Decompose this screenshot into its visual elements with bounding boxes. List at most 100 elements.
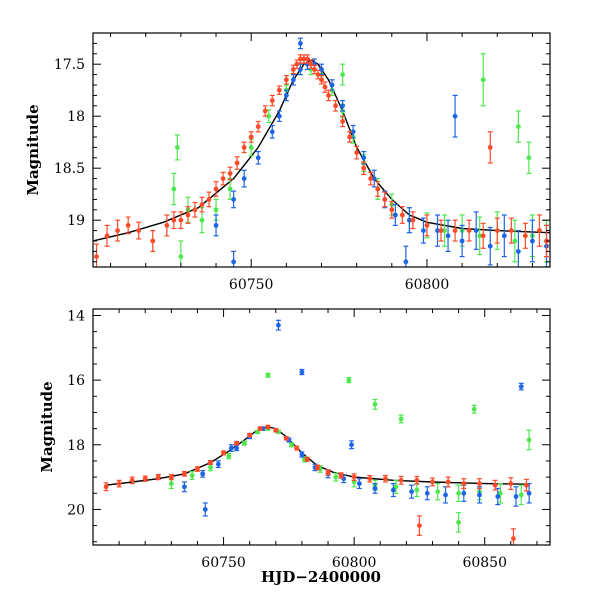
bottom-series-1-point [424,486,430,501]
bottom-ytick-label: 20 [67,502,85,518]
bottom-series-1-point [390,482,396,498]
top-series-1-point [445,219,451,252]
top-series-0-point [494,217,500,244]
bottom-series-2-point [414,482,420,498]
top-series-0-point [354,145,360,160]
top-series-0-point [227,166,233,181]
bottom-series-0-point [461,478,467,490]
bottom-series-0-point [168,473,174,481]
top-series-1-point [371,169,377,188]
bottom-series-2-point [435,482,441,501]
top-ytick-label: 17.5 [54,57,85,73]
top-series-0-point [382,191,388,208]
bottom-outlier-point [416,515,422,536]
bottom-series-2-point [288,442,294,448]
top-series-0-point [399,206,405,224]
bottom-outlier-point [510,528,516,545]
bottom-series-2-point [226,452,232,460]
top-series-0-point [311,64,317,75]
top-series-1-point [269,124,275,139]
top-outlier-point [487,131,493,164]
top-outlier-point [178,240,184,267]
top-series-1-point [420,217,426,244]
top-series-0-point [522,222,528,249]
bottom-series-0-point [265,424,271,430]
top-series-0-point [255,120,261,133]
bottom-series-0-point [492,479,498,491]
bottom-ytick-label: 18 [67,438,85,454]
top-outlier-point [403,245,409,267]
bottom-series-1-point [372,482,378,494]
bottom-series-2-point [393,479,399,494]
top-series-0-point [199,196,205,213]
bottom-xtick-label: 60800 [332,555,377,571]
top-series-1-point [406,207,412,234]
bottom-series-1-point [299,451,305,458]
bottom-series-2-point [208,463,214,472]
top-series-0-point [248,131,254,143]
top-series-0-point [333,99,339,112]
bottom-series-1-point [356,478,362,490]
top-series-0-point [361,161,367,176]
top-series-1-point [392,204,398,226]
bottom-series-1-point [181,481,187,493]
bottom-plot-area [103,319,532,545]
bottom-series-0-point [221,450,227,456]
top-series-2-point [477,216,483,256]
bottom-panel-frame [92,308,551,546]
bottom-series-1-point [215,460,221,469]
top-outlier-point [480,53,486,107]
top-series-0-point [347,131,353,143]
bottom-series-1-point [200,470,206,478]
top-series-1-point [276,110,282,123]
top-series-0-point [326,89,332,102]
bottom-series-2-point [189,471,195,480]
top-series-1-point [231,190,237,209]
top-series-0-point [164,214,170,237]
top-series-1-point [290,73,296,86]
top-series-0-point [206,191,212,208]
top-ytick-label: 18.5 [54,161,85,177]
bottom-ytick-label: 14 [67,308,85,324]
top-series-0-point [234,156,240,170]
top-series-1-point [213,214,219,237]
top-panel-ylabel: Magnitude [24,104,42,195]
bottom-series-0-point [367,474,373,483]
top-series-0-point [319,75,324,85]
bottom-series-0-point [304,456,310,462]
bottom-outlier-point [518,382,524,391]
top-series-0-point [171,211,177,230]
top-series-0-point [304,54,310,64]
top-series-1-point [515,230,521,267]
top-series-1-point [459,224,465,258]
top-outlier-point [526,141,532,174]
top-panel-ticks: 60750 60800 17.5 18 18.5 19 [54,32,550,293]
top-series-1-point [329,79,335,91]
top-series-0-point [115,219,121,242]
bottom-series-0-point [181,471,187,477]
bottom-outlier-point [398,414,404,424]
bottom-series-1-point [476,486,482,504]
bottom-series-0-point [508,477,514,490]
bottom-series-0-point [103,482,109,492]
bottom-series-0-point [325,469,331,476]
bottom-series-0-point [476,478,482,490]
top-series-0-point [375,181,381,197]
bottom-series-0-point [414,475,420,485]
bottom-panel-xlabel: HJD−2400000 [261,568,381,586]
bottom-series-0-point [273,427,279,433]
bottom-outlier-point [349,440,355,450]
bottom-series-2-point [241,440,247,446]
top-series-0-point [150,230,156,252]
top-series-0-point [452,219,458,242]
top-series-0-point [185,206,191,224]
top-series-0-point [294,59,300,69]
top-series-0-point [104,224,110,247]
bottom-xtick-label: 60850 [462,555,507,571]
top-series-1-point [501,214,507,258]
bottom-series-2-point [456,484,462,502]
bottom-series-1-point [513,486,519,507]
top-series-0-point [466,219,472,242]
bottom-series-0-point [523,478,529,492]
